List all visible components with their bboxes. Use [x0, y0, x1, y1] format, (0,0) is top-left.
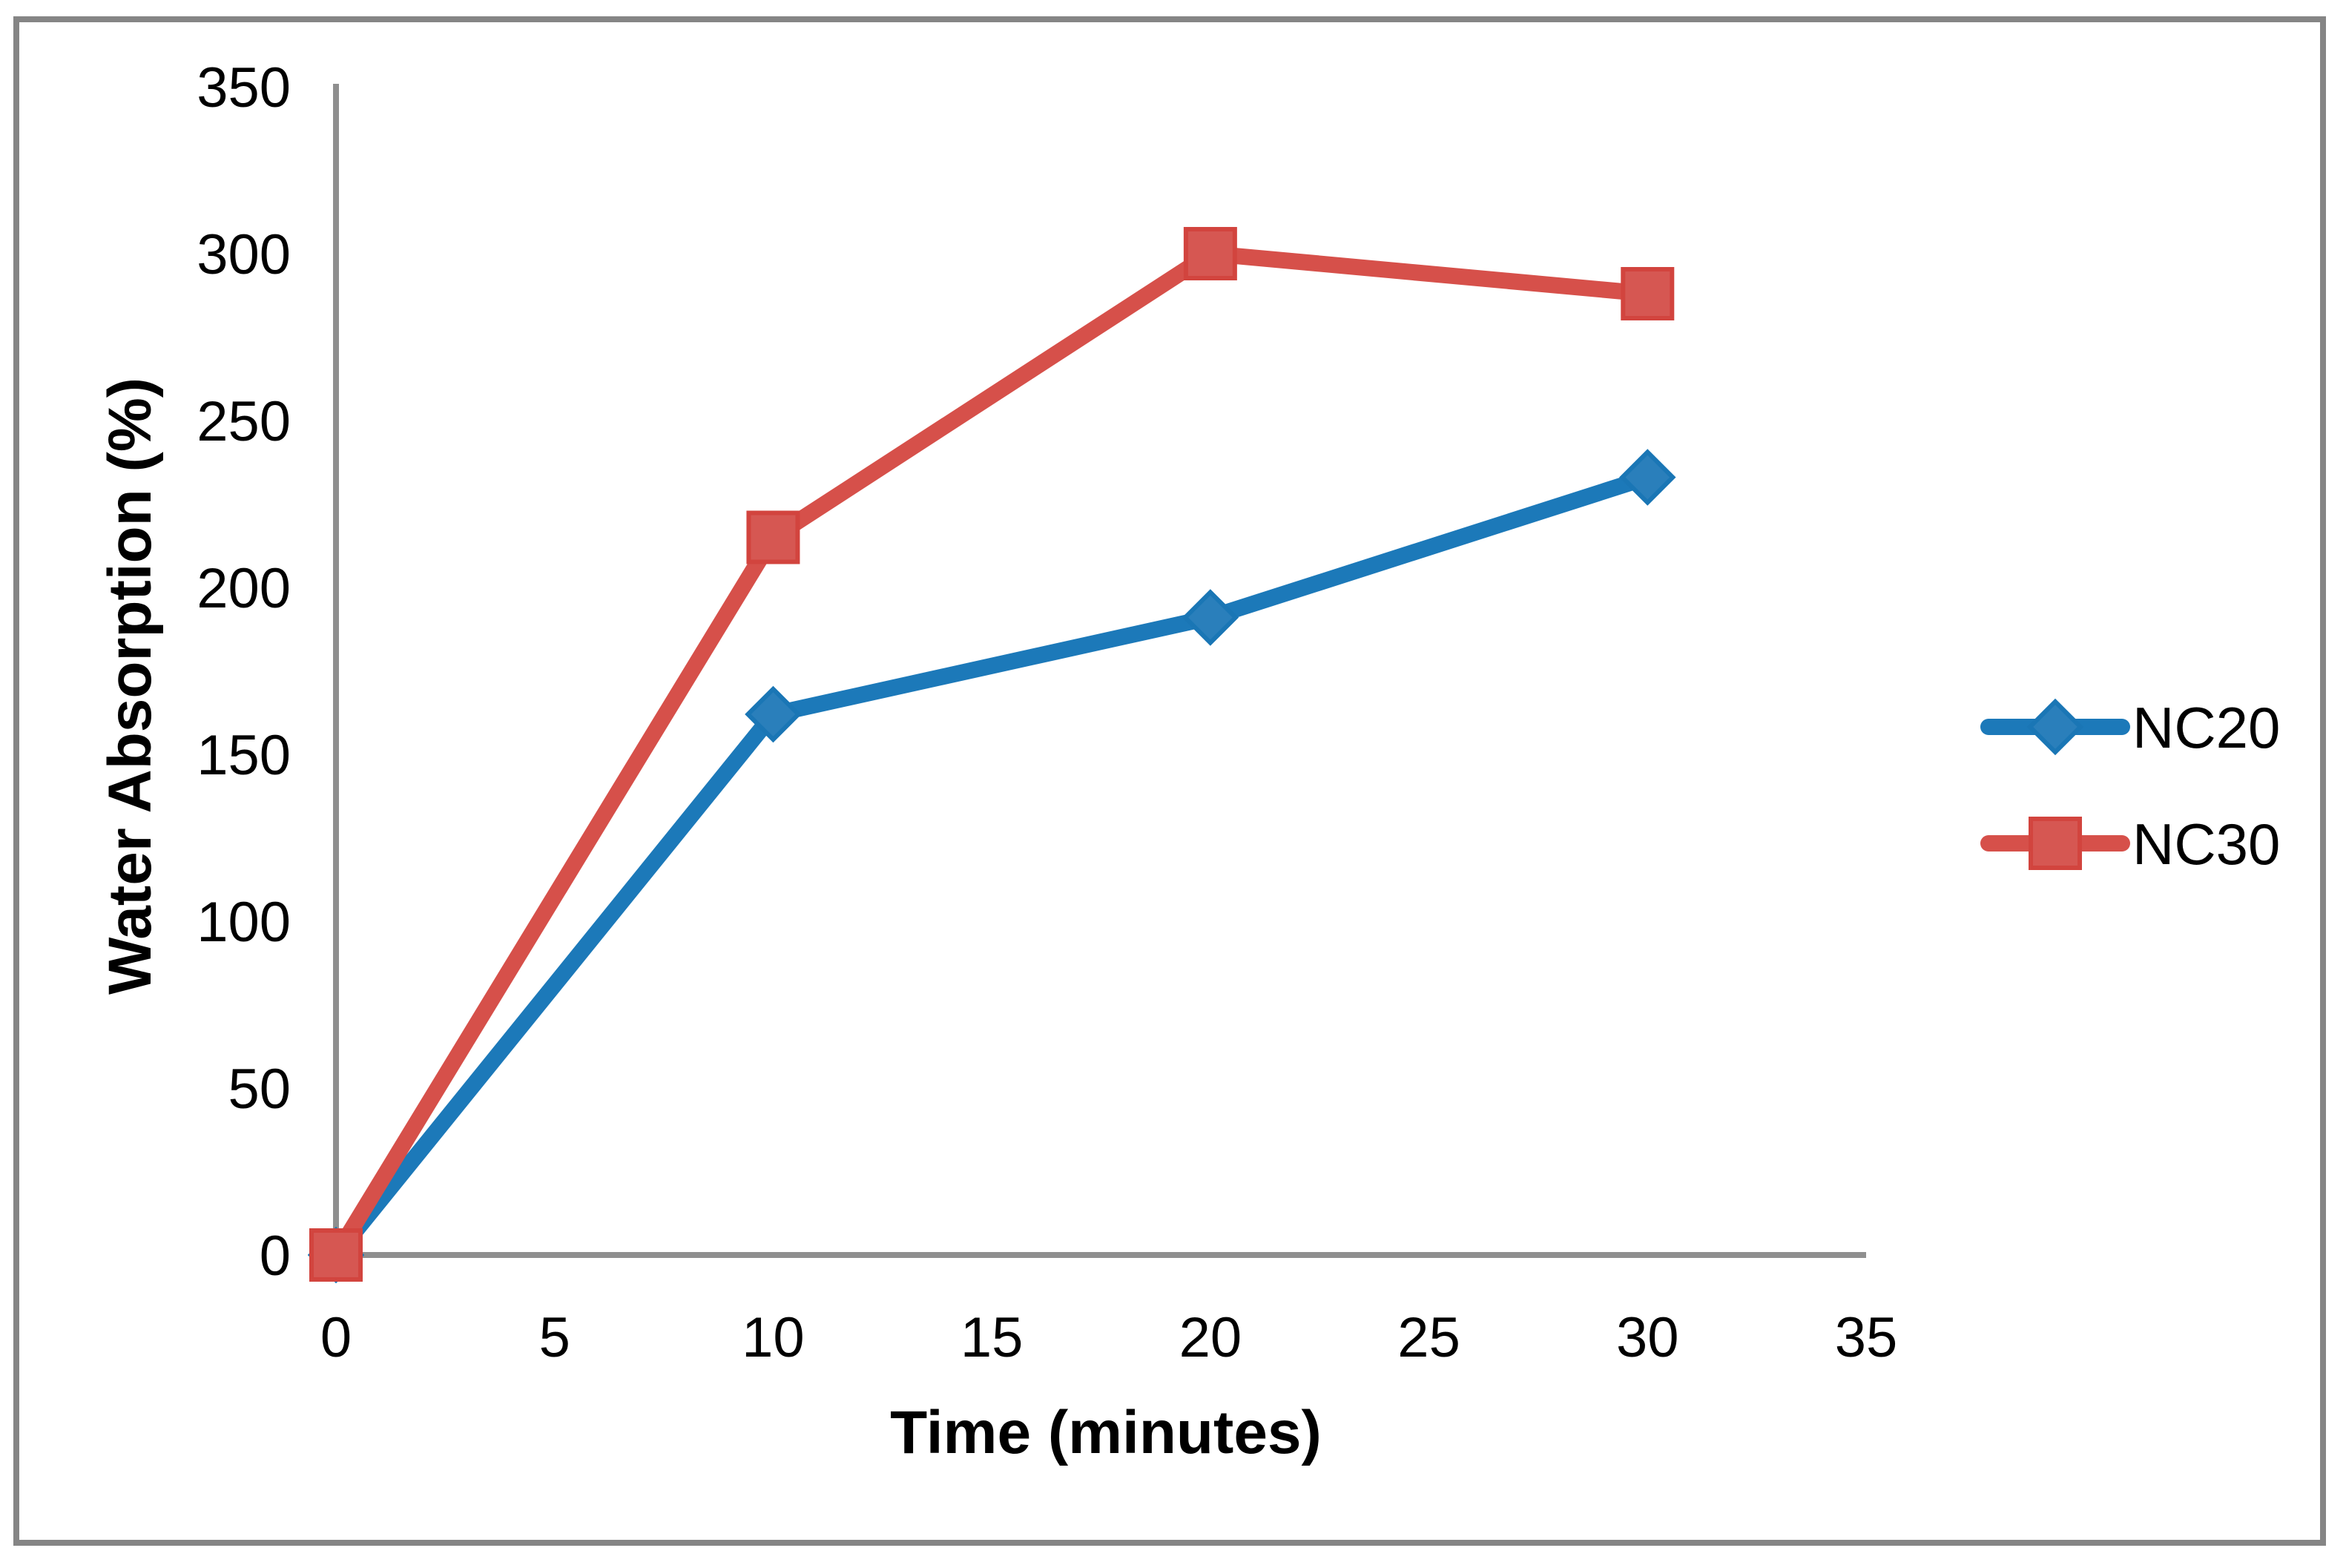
y-tick-label: 150	[197, 724, 291, 787]
marker-NC20	[745, 685, 802, 743]
x-tick-label: 20	[1179, 1306, 1242, 1369]
marker-NC30	[1621, 267, 1675, 320]
marker-NC30-legend	[2029, 817, 2082, 870]
x-tick-label: 15	[961, 1306, 1024, 1369]
x-tick-label: 5	[539, 1306, 570, 1369]
y-tick-label: 300	[197, 223, 291, 286]
x-tick-label: 35	[1835, 1306, 1898, 1369]
x-tick-label: 25	[1397, 1306, 1460, 1369]
legend-label-NC20: NC20	[2132, 695, 2280, 760]
plot-series	[307, 227, 1676, 1284]
marker-NC20	[1182, 589, 1239, 646]
y-tick-label: 50	[228, 1058, 291, 1121]
legend-item-NC30: NC30	[1980, 811, 2280, 877]
legend-label-NC30: NC30	[2132, 811, 2280, 877]
y-tick-label: 250	[197, 390, 291, 453]
marker-NC20	[1619, 449, 1676, 506]
legend-item-NC20: NC20	[1980, 695, 2280, 760]
y-tick-label: 200	[197, 557, 291, 620]
x-axis-tick-labels: 0 5 10 15 20 25 30 35	[320, 1306, 1897, 1369]
x-tick-label: 0	[320, 1306, 352, 1369]
x-axis-title: Time (minutes)	[890, 1399, 1322, 1466]
marker-NC20-legend	[2026, 698, 2084, 756]
series-line-NC30	[329, 246, 1649, 1259]
y-axis-title: Water Absorption (%)	[96, 378, 164, 995]
y-tick-label: 0	[260, 1225, 291, 1288]
marker-NC30	[309, 1228, 363, 1282]
marker-NC30	[1183, 227, 1237, 280]
marker-NC30	[746, 510, 800, 564]
y-tick-label: 100	[197, 891, 291, 954]
series-line-NC20	[329, 470, 1650, 1260]
x-tick-label: 30	[1616, 1306, 1679, 1369]
y-tick-label: 350	[197, 56, 291, 119]
y-axis-tick-labels: 0 50 100 150 200 250 300 350	[197, 56, 291, 1288]
x-tick-label: 10	[742, 1306, 805, 1369]
legend: NC20 NC30	[1980, 695, 2280, 877]
figure-border	[13, 16, 2326, 1546]
